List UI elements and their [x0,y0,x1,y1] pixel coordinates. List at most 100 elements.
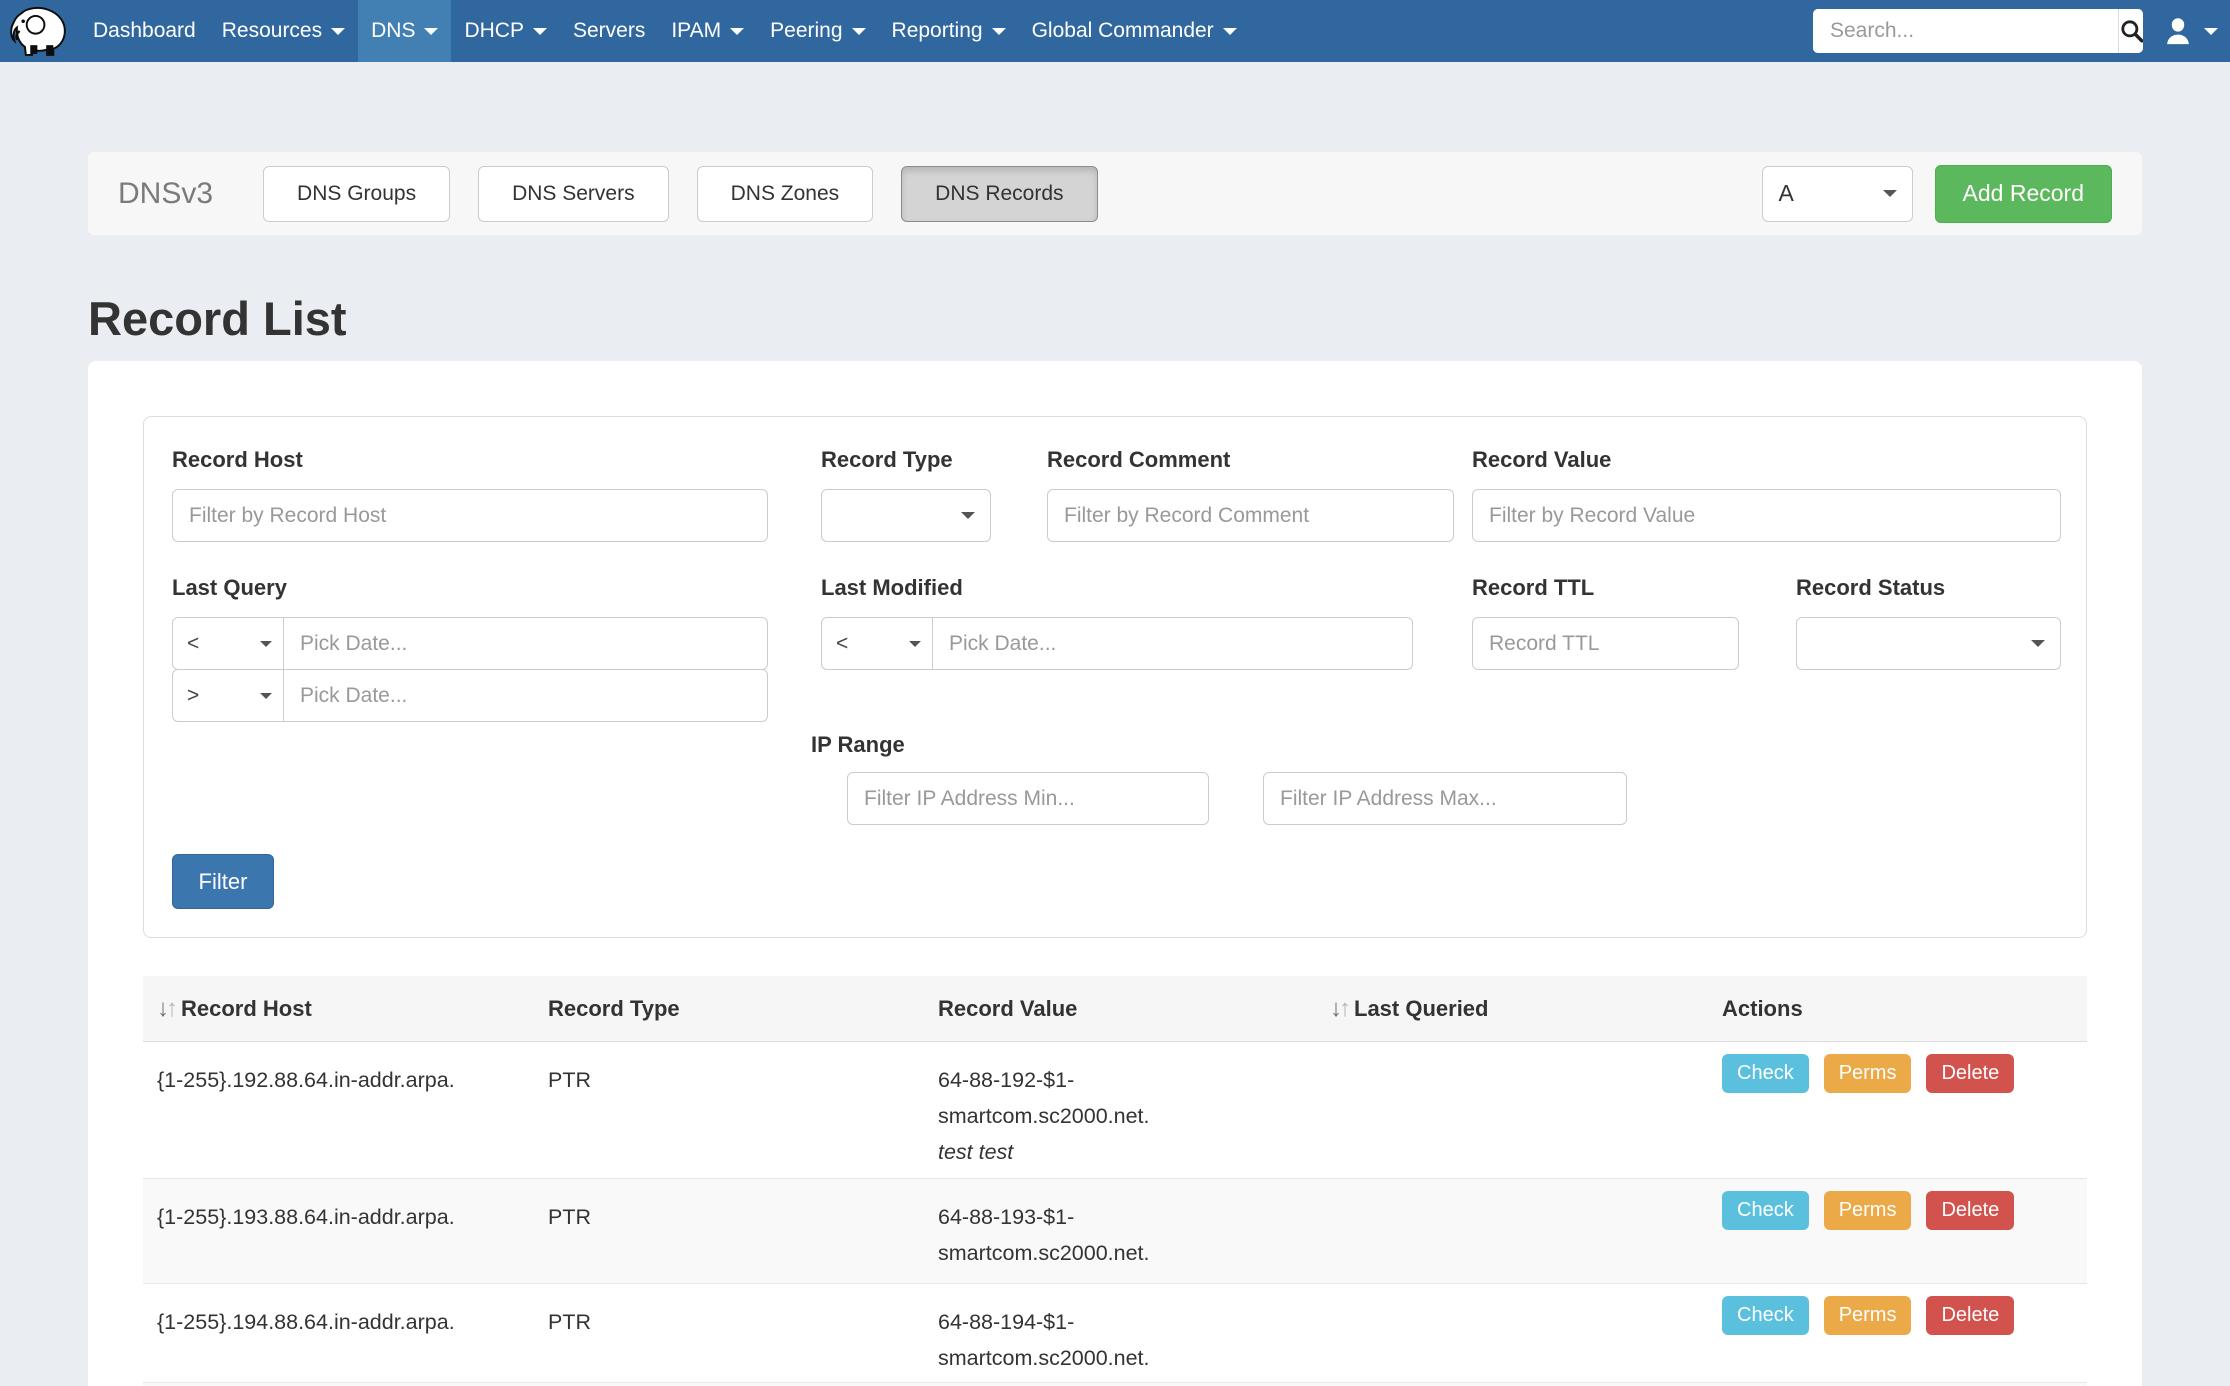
dnsv3-brand: DNSv3 [118,177,213,211]
cell-record-host: {1-255}.193.88.64.in-addr.arpa. [143,1179,534,1283]
record-type-label: Record Type [821,447,953,473]
last-query-after-group: > [172,669,768,722]
nav-peering[interactable]: Peering [757,0,878,62]
header-record-type: Record Type [534,996,924,1022]
ip-range-label: IP Range [811,732,905,758]
add-record-button[interactable]: Add Record [1935,165,2112,223]
perms-button[interactable]: Perms [1824,1054,1912,1093]
filter-submit-button[interactable]: Filter [172,854,274,909]
cell-last-queried [1316,1179,1708,1283]
header-actions: Actions [1708,996,2087,1022]
record-status-filter-select[interactable] [1796,617,2061,670]
nav-servers[interactable]: Servers [560,0,658,62]
delete-button[interactable]: Delete [1926,1054,2014,1093]
table-row: {1-255}.192.88.64.in-addr.arpa. PTR 64-8… [143,1042,2087,1179]
records-table: ↓↑ Record Host Record Type Record Value … [143,976,2087,1386]
record-ttl-filter-input[interactable] [1472,617,1739,670]
cell-record-type: PTR [534,1179,924,1283]
cell-record-value: 64-88-192-$1-smartcom.sc2000.net. test t… [924,1042,1316,1178]
chevron-down-icon [260,693,272,699]
chevron-down-icon [909,641,921,647]
last-modified-lt-select[interactable]: < [821,617,933,670]
chevron-down-icon [2204,28,2218,35]
magnifier-icon [2119,18,2143,44]
record-value-filter-input[interactable] [1472,489,2061,542]
tab-dns-groups[interactable]: DNS Groups [263,166,450,222]
ip-range-max-input[interactable] [1263,772,1627,825]
toolbar-right: A Add Record [1762,165,2112,223]
table-row: {1-255}.194.88.64.in-addr.arpa. PTR 64-8… [143,1284,2087,1383]
global-search [1813,9,2143,53]
filter-card: Record Host Record Type Record Comment R… [143,416,2087,938]
last-modified-date-input[interactable] [933,617,1413,670]
last-query-gt-select[interactable]: > [172,669,284,722]
check-button[interactable]: Check [1722,1054,1809,1093]
cell-actions: Check Perms Delete [1708,1284,2087,1382]
cell-last-queried [1316,1042,1708,1178]
perms-button[interactable]: Perms [1824,1296,1912,1335]
tab-dns-servers[interactable]: DNS Servers [478,166,669,222]
record-host-label: Record Host [172,447,303,473]
nav-ipam[interactable]: IPAM [658,0,757,62]
last-query-after-date-input[interactable] [284,669,768,722]
record-ttl-label: Record TTL [1472,575,1594,601]
chevron-down-icon [992,28,1006,35]
chevron-down-icon [961,512,975,519]
record-value-label: Record Value [1472,447,1611,473]
last-modified-label: Last Modified [821,575,963,601]
chevron-down-icon [730,28,744,35]
last-modified-group: < [821,617,1413,670]
table-header-row: ↓↑ Record Host Record Type Record Value … [143,976,2087,1042]
nav-reporting[interactable]: Reporting [879,0,1019,62]
mammoth-logo-icon[interactable] [0,0,80,62]
cell-record-host: {1-255}.194.88.64.in-addr.arpa. [143,1284,534,1382]
record-type-select[interactable]: A [1762,166,1913,222]
main-nav: Dashboard Resources DNS DHCP Servers IPA… [80,0,1250,62]
search-button[interactable] [2118,9,2143,53]
chevron-down-icon [852,28,866,35]
check-button[interactable]: Check [1722,1296,1809,1335]
nav-global-commander[interactable]: Global Commander [1019,0,1250,62]
cell-record-value: 64-88-193-$1-smartcom.sc2000.net. [924,1179,1316,1283]
ip-range-min-input[interactable] [847,772,1209,825]
last-query-lt-select[interactable]: < [172,617,284,670]
nav-dhcp[interactable]: DHCP [451,0,560,62]
record-type-filter-select[interactable] [821,489,991,542]
navbar-right [1813,0,2230,62]
tab-dns-records[interactable]: DNS Records [901,166,1097,222]
nav-dns[interactable]: DNS [358,0,451,62]
sort-icon: ↓↑ [1330,995,1348,1023]
record-host-filter-input[interactable] [172,489,768,542]
delete-button[interactable]: Delete [1926,1191,2014,1230]
header-record-value: Record Value [924,996,1316,1022]
chevron-down-icon [260,641,272,647]
table-row: {1-255}.193.88.64.in-addr.arpa. PTR 64-8… [143,1179,2087,1284]
check-button[interactable]: Check [1722,1191,1809,1230]
chevron-down-icon [424,28,438,35]
dns-toolbar: DNSv3 DNS Groups DNS Servers DNS Zones D… [88,152,2142,235]
delete-button[interactable]: Delete [1926,1296,2014,1335]
cell-record-value: 64-88-194-$1-smartcom.sc2000.net. [924,1284,1316,1382]
chevron-down-icon [533,28,547,35]
last-query-before-date-input[interactable] [284,617,768,670]
last-query-before-group: < [172,617,768,670]
cell-record-type: PTR [534,1042,924,1178]
header-record-host[interactable]: ↓↑ Record Host [143,995,534,1023]
record-comment-note: test test [938,1134,1302,1170]
sort-icon: ↓↑ [157,995,175,1023]
user-menu[interactable] [2163,16,2218,46]
search-input[interactable] [1813,9,2118,53]
person-silhouette-icon [2163,16,2193,46]
last-query-label: Last Query [172,575,287,601]
tab-dns-zones[interactable]: DNS Zones [697,166,874,222]
perms-button[interactable]: Perms [1824,1191,1912,1230]
record-comment-label: Record Comment [1047,447,1230,473]
cell-actions: Check Perms Delete [1708,1042,2087,1178]
nav-resources[interactable]: Resources [209,0,358,62]
record-comment-filter-input[interactable] [1047,489,1454,542]
header-last-queried[interactable]: ↓↑ Last Queried [1316,995,1708,1023]
chevron-down-icon [2031,640,2045,647]
page-title: Record List [88,291,2142,346]
record-list-panel: Record Host Record Type Record Comment R… [88,361,2142,1386]
nav-dashboard[interactable]: Dashboard [80,0,209,62]
